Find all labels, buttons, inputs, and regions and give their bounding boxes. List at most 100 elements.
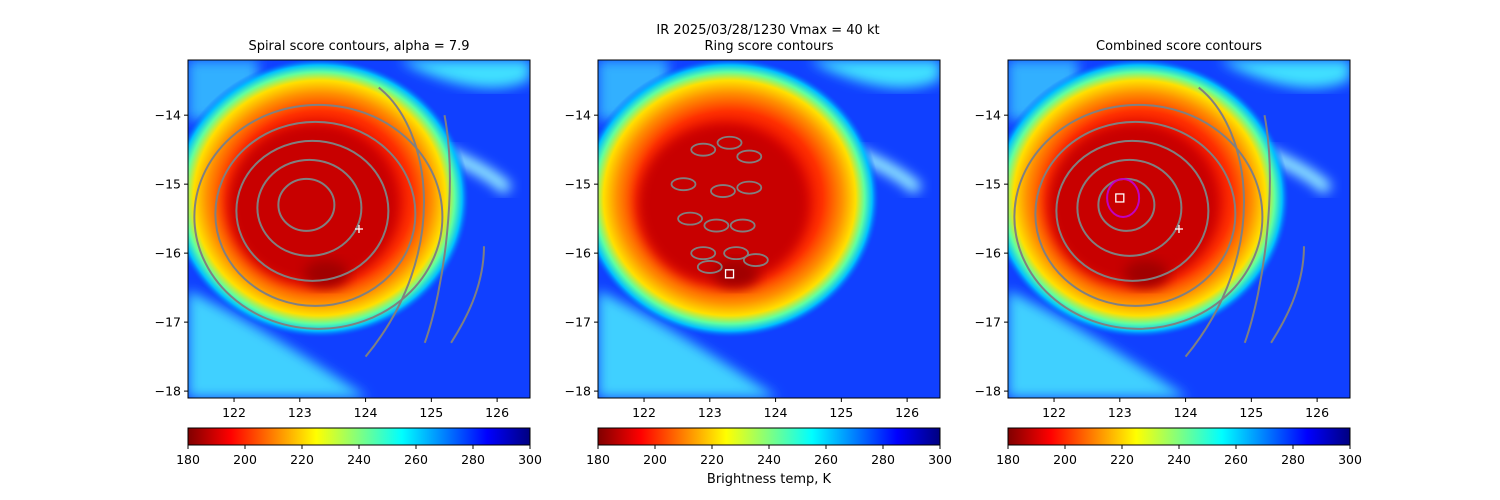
x-tick-label: 123 [1108, 405, 1132, 420]
colorbar-tick-label: 180 [996, 452, 1020, 467]
cold-core [714, 259, 759, 288]
cloud-band [598, 290, 778, 398]
y-tick-label: −16 [975, 246, 1001, 261]
cold-core [1047, 124, 1218, 285]
colorbar-tick-label: 260 [814, 452, 838, 467]
cold-core [1124, 259, 1169, 288]
score-contour [696, 260, 723, 274]
x-tick-label: 123 [698, 405, 722, 420]
score-contour [716, 135, 743, 150]
colorbar-tick-label: 200 [233, 452, 257, 467]
colorbar-tick-label: 240 [757, 452, 781, 467]
colorbar-tick-label: 220 [1110, 452, 1134, 467]
score-contour [193, 103, 444, 330]
colorbar: 180 200 220 240 260 280 300 [586, 427, 952, 467]
x-tick-label: 122 [222, 405, 246, 420]
colorbar-tick-label: 280 [461, 452, 485, 467]
cold-core [304, 259, 349, 288]
cloud-band [188, 290, 368, 398]
x-tick-label: 122 [632, 405, 656, 420]
square-marker [724, 269, 735, 279]
center-circle [1106, 177, 1141, 218]
x-tick-label: 126 [1305, 405, 1329, 420]
colorbar: 180 200 220 240 260 280 300 [996, 427, 1362, 467]
panel-3: 122 123 124 125 126 −14 −15 −16 −17 −18 180 200 220 2… [975, 59, 1362, 467]
square-marker [1115, 193, 1125, 203]
x-tick-label: 126 [485, 405, 509, 420]
panel-title-spiral: Spiral score contours, alpha = 7.9 [248, 39, 470, 54]
y-tick-label: −18 [565, 384, 591, 399]
score-contour [235, 139, 390, 282]
axes-frame [597, 59, 941, 399]
cold-core [227, 124, 398, 285]
y-tick-label: −18 [975, 384, 1001, 399]
colorbar-label: Brightness temp, K [706, 472, 832, 487]
score-contour [423, 114, 451, 344]
y-tick-label: −17 [975, 315, 1001, 330]
x-tick-label: 125 [1239, 405, 1263, 420]
colorbar-tick-label: 260 [404, 452, 428, 467]
score-contour [1034, 120, 1237, 307]
score-contour [670, 177, 697, 192]
score-contour [450, 246, 485, 344]
score-contour [1270, 246, 1305, 344]
x-tick-label: 124 [354, 405, 378, 420]
colorbar-tick-label: 180 [176, 452, 200, 467]
colorbar-tick-label: 300 [928, 452, 952, 467]
colorbar-tick-label: 240 [1167, 452, 1191, 467]
score-contour [690, 246, 717, 261]
cloud-band [1218, 60, 1350, 88]
plus-marker [1175, 225, 1183, 233]
score-contour [723, 246, 750, 261]
score-contour [256, 158, 363, 257]
score-contour [1055, 139, 1210, 282]
brightness-temp-image [188, 60, 530, 398]
y-tick-label: −14 [565, 108, 591, 123]
panel-title-combined: Combined score contours [1096, 39, 1262, 54]
score-contour [1076, 158, 1183, 257]
cold-core [637, 124, 808, 285]
y-tick-label: −16 [565, 246, 591, 261]
score-contour [729, 218, 756, 233]
y-tick-label: −16 [155, 246, 181, 261]
figure-suptitle: IR 2025/03/28/1230 Vmax = 40 kt [656, 23, 880, 38]
colorbar-tick-label: 300 [1338, 452, 1362, 467]
panel-title-ring: Ring score contours [704, 39, 834, 54]
y-tick-label: −14 [975, 108, 1001, 123]
score-contour [277, 177, 336, 232]
brightness-temp-image [598, 60, 940, 398]
colorbar-scale [597, 427, 941, 446]
colorbar-scale [1007, 427, 1351, 446]
x-tick-label: 124 [1174, 405, 1198, 420]
score-contour [1243, 114, 1271, 344]
colorbar-tick-label: 200 [643, 452, 667, 467]
y-tick-label: −18 [155, 384, 181, 399]
score-contour [677, 211, 703, 226]
x-tick-label: 125 [419, 405, 443, 420]
x-tick-label: 123 [288, 405, 312, 420]
plus-marker [355, 225, 363, 233]
score-contour [736, 180, 763, 195]
score-contour [1184, 86, 1245, 358]
score-contour [214, 120, 417, 307]
score-contour [364, 86, 425, 358]
score-contour [690, 142, 717, 157]
score-contour [710, 184, 736, 198]
score-contour [736, 149, 763, 164]
brightness-temp-image [1008, 60, 1350, 398]
colorbar-scale [187, 427, 531, 446]
y-tick-label: −17 [565, 315, 591, 330]
y-tick-label: −14 [155, 108, 181, 123]
panel-2: 122 123 124 125 126 −14 −15 −16 −17 −18 180 200 220 2… [565, 59, 952, 467]
colorbar-tick-label: 180 [586, 452, 610, 467]
colorbar: 180 200 220 240 260 280 300 [176, 427, 542, 467]
colorbar-tick-label: 280 [1281, 452, 1305, 467]
score-contour [703, 218, 730, 233]
y-tick-label: −15 [155, 177, 181, 192]
y-tick-label: −17 [155, 315, 181, 330]
y-tick-label: −15 [565, 177, 591, 192]
cloud-band [1008, 290, 1188, 398]
colorbar-tick-label: 280 [871, 452, 895, 467]
x-tick-label: 125 [829, 405, 853, 420]
